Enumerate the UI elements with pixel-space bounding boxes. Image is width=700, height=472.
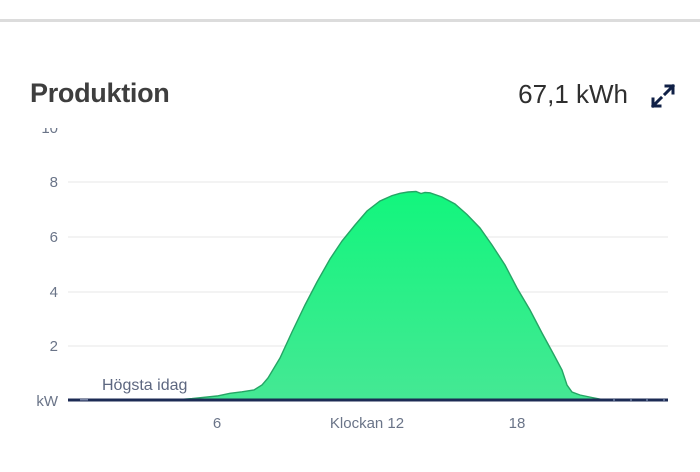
y-unit-label: kW	[36, 393, 59, 410]
production-area	[68, 190, 668, 401]
card-header: Produktion 67,1 kWh	[0, 70, 700, 120]
y-tick-6: 6	[50, 229, 58, 246]
baseline-ticks	[80, 399, 665, 401]
top-divider	[0, 19, 700, 22]
y-axis: 10 8 6 4 2 kW	[36, 120, 59, 410]
expand-arrows-icon	[650, 83, 676, 109]
y-tick-4: 4	[50, 284, 58, 301]
peak-today-annotation: Högsta idag	[102, 377, 187, 394]
y-tick-2: 2	[50, 338, 58, 355]
x-tick-6: 6	[213, 415, 221, 432]
x-axis: 6 Klockan 12 18	[213, 415, 526, 432]
y-tick-8: 8	[50, 174, 58, 191]
expand-button[interactable]	[648, 82, 678, 110]
total-energy-value: 67,1 kWh	[518, 79, 628, 109]
y-tick-10: 10	[41, 120, 58, 137]
card-title: Produktion	[30, 78, 170, 108]
x-tick-12: Klockan 12	[330, 415, 404, 432]
x-tick-18: 18	[509, 415, 526, 432]
